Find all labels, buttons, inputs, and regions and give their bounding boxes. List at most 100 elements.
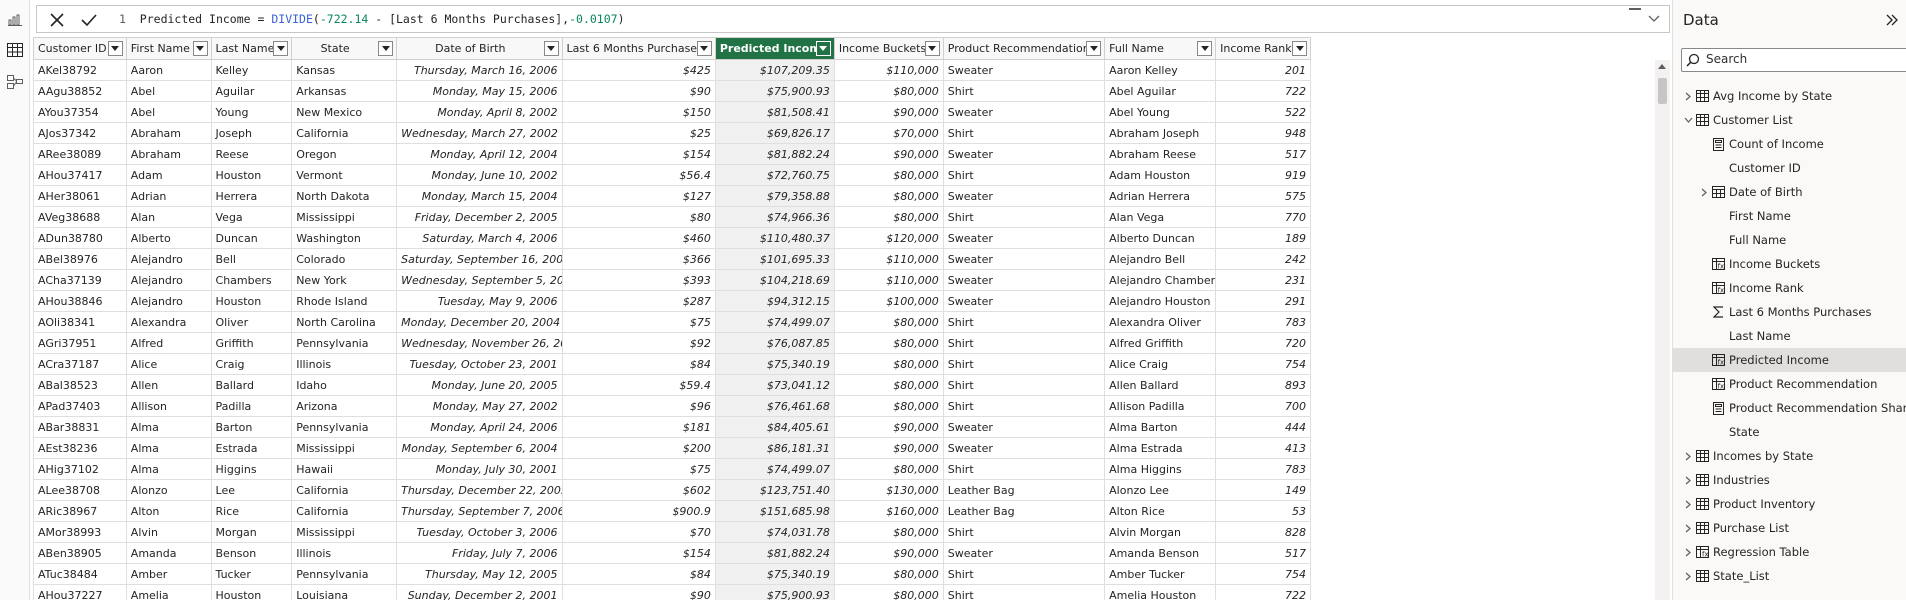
table-cell[interactable]: $90 — [561, 80, 716, 102]
table-cell[interactable]: Duncan — [210, 227, 293, 249]
table-cell[interactable]: ATuc38484 — [33, 563, 127, 585]
tree-field-item[interactable]: Last 6 Months Purchases — [1673, 300, 1906, 324]
table-cell[interactable]: Benson — [210, 542, 293, 564]
table-cell[interactable]: Houston — [210, 164, 293, 186]
report-view-icon[interactable] — [5, 10, 25, 30]
table-cell[interactable]: $84,405.61 — [714, 416, 835, 438]
table-cell[interactable]: $90,000 — [833, 143, 944, 165]
table-cell[interactable]: 413 — [1215, 437, 1311, 459]
table-cell[interactable]: Shirt — [942, 584, 1106, 600]
table-cell[interactable]: Alejandro — [125, 269, 212, 291]
table-row[interactable]: ACha37139 Alejandro Chambers New York Wednes… — [33, 269, 1311, 291]
table-cell[interactable]: ARic38967 — [33, 500, 127, 522]
column-header[interactable]: Full Name — [1104, 37, 1217, 60]
table-row[interactable]: ABel38976 Alejandro Bell Colorado Saturday, … — [33, 248, 1311, 270]
table-cell[interactable]: 201 — [1215, 59, 1311, 81]
table-cell[interactable]: Monday, May 27, 2002 — [396, 395, 563, 417]
table-row[interactable]: ARee38089 Abraham Reese Oregon Monday, April… — [33, 143, 1311, 165]
table-cell[interactable]: $107,209.35 — [714, 59, 835, 81]
table-cell[interactable]: Monday, June 20, 2005 — [396, 374, 563, 396]
table-cell[interactable]: 522 — [1215, 101, 1311, 123]
table-cell[interactable]: Alma Barton — [1104, 416, 1217, 438]
table-cell[interactable]: 893 — [1215, 374, 1311, 396]
table-cell[interactable]: Monday, April 12, 2004 — [396, 143, 563, 165]
table-cell[interactable]: $80,000 — [833, 332, 944, 354]
table-cell[interactable]: $900.9 — [561, 500, 716, 522]
table-cell[interactable]: Alejandro Houston — [1104, 290, 1217, 312]
table-cell[interactable]: Monday, March 15, 2004 — [396, 185, 563, 207]
table-cell[interactable]: $74,499.07 — [714, 311, 835, 333]
table-cell[interactable]: Sweater — [942, 101, 1106, 123]
table-cell[interactable]: 291 — [1215, 290, 1311, 312]
table-cell[interactable]: $70 — [561, 521, 716, 543]
table-cell[interactable]: Wednesday, March 27, 2002 — [396, 122, 563, 144]
column-header[interactable]: Predicted Income — [714, 37, 835, 60]
table-cell[interactable]: Sweater — [942, 542, 1106, 564]
table-cell[interactable]: ARee38089 — [33, 143, 127, 165]
table-cell[interactable]: Abel Aguilar — [1104, 80, 1217, 102]
table-cell[interactable]: ABen38905 — [33, 542, 127, 564]
table-cell[interactable]: Alonzo — [125, 479, 212, 501]
table-cell[interactable]: 919 — [1215, 164, 1311, 186]
table-cell[interactable]: $75 — [561, 458, 716, 480]
formula-editor[interactable]: 1 Predicted Income = DIVIDE(-722.14 - [L… — [119, 6, 625, 32]
table-cell[interactable]: Monday, May 15, 2006 — [396, 80, 563, 102]
table-cell[interactable]: AVeg38688 — [33, 206, 127, 228]
table-cell[interactable]: Shirt — [942, 353, 1106, 375]
table-cell[interactable]: Rhode Island — [291, 290, 398, 312]
table-cell[interactable]: ABar38831 — [33, 416, 127, 438]
table-cell[interactable]: $123,751.40 — [714, 479, 835, 501]
table-cell[interactable]: $425 — [561, 59, 716, 81]
tree-field-item[interactable]: First Name — [1673, 204, 1906, 228]
table-cell[interactable]: Colorado — [291, 248, 398, 270]
table-cell[interactable]: Pennsylvania — [291, 416, 398, 438]
table-cell[interactable]: Shirt — [942, 80, 1106, 102]
table-cell[interactable]: $366 — [561, 248, 716, 270]
table-cell[interactable]: AMor38993 — [33, 521, 127, 543]
table-cell[interactable]: Young — [210, 101, 293, 123]
table-cell[interactable]: New Mexico — [291, 101, 398, 123]
table-cell[interactable]: Tuesday, October 3, 2006 — [396, 521, 563, 543]
table-cell[interactable]: Alexandra Oliver — [1104, 311, 1217, 333]
tree-field-item[interactable]: Customer ID — [1673, 156, 1906, 180]
table-cell[interactable]: Alberto Duncan — [1104, 227, 1217, 249]
table-cell[interactable]: $81,882.24 — [714, 542, 835, 564]
table-cell[interactable]: 828 — [1215, 521, 1311, 543]
table-row[interactable]: AKel38792 Aaron Kelley Kansas Thursday, Marc… — [33, 59, 1311, 81]
table-cell[interactable]: $80,000 — [833, 521, 944, 543]
table-cell[interactable]: $25 — [561, 122, 716, 144]
table-cell[interactable]: Alma Higgins — [1104, 458, 1217, 480]
tree-table-item[interactable]: Industries — [1673, 468, 1906, 492]
table-cell[interactable]: $100,000 — [833, 290, 944, 312]
column-header[interactable]: Last Name — [210, 37, 293, 60]
table-row[interactable]: ADun38780 Alberto Duncan Washington Saturday… — [33, 227, 1311, 249]
filter-dropdown-icon[interactable] — [543, 41, 559, 56]
model-view-icon[interactable] — [5, 72, 25, 92]
table-cell[interactable]: $393 — [561, 269, 716, 291]
table-cell[interactable]: $80,000 — [833, 311, 944, 333]
chevron-right-icon[interactable] — [1683, 571, 1693, 581]
table-cell[interactable]: AHou38846 — [33, 290, 127, 312]
table-cell[interactable]: $151,685.98 — [714, 500, 835, 522]
filter-dropdown-icon[interactable] — [273, 41, 289, 56]
vertical-scrollbar[interactable] — [1655, 60, 1670, 600]
table-cell[interactable]: Barton — [210, 416, 293, 438]
table-cell[interactable]: $75,340.19 — [714, 563, 835, 585]
table-cell[interactable]: $96 — [561, 395, 716, 417]
formula-expand-button[interactable] — [1645, 10, 1663, 28]
table-cell[interactable]: Alton — [125, 500, 212, 522]
chevron-right-icon[interactable] — [1683, 499, 1693, 509]
table-cell[interactable]: Amanda — [125, 542, 212, 564]
data-search-box[interactable] — [1681, 48, 1906, 72]
table-cell[interactable]: $76,461.68 — [714, 395, 835, 417]
table-cell[interactable]: Abel — [125, 101, 212, 123]
table-cell[interactable]: Abraham Joseph — [1104, 122, 1217, 144]
table-row[interactable]: ABen38905 Amanda Benson Illinois Friday, Jul… — [33, 542, 1311, 564]
table-cell[interactable]: Bell — [210, 248, 293, 270]
column-header[interactable]: State — [291, 37, 398, 60]
table-cell[interactable]: Adam Houston — [1104, 164, 1217, 186]
table-cell[interactable]: Alma — [125, 416, 212, 438]
table-cell[interactable]: Shirt — [942, 122, 1106, 144]
tree-field-item[interactable]: fx Income Buckets — [1673, 252, 1906, 276]
table-cell[interactable]: 770 — [1215, 206, 1311, 228]
